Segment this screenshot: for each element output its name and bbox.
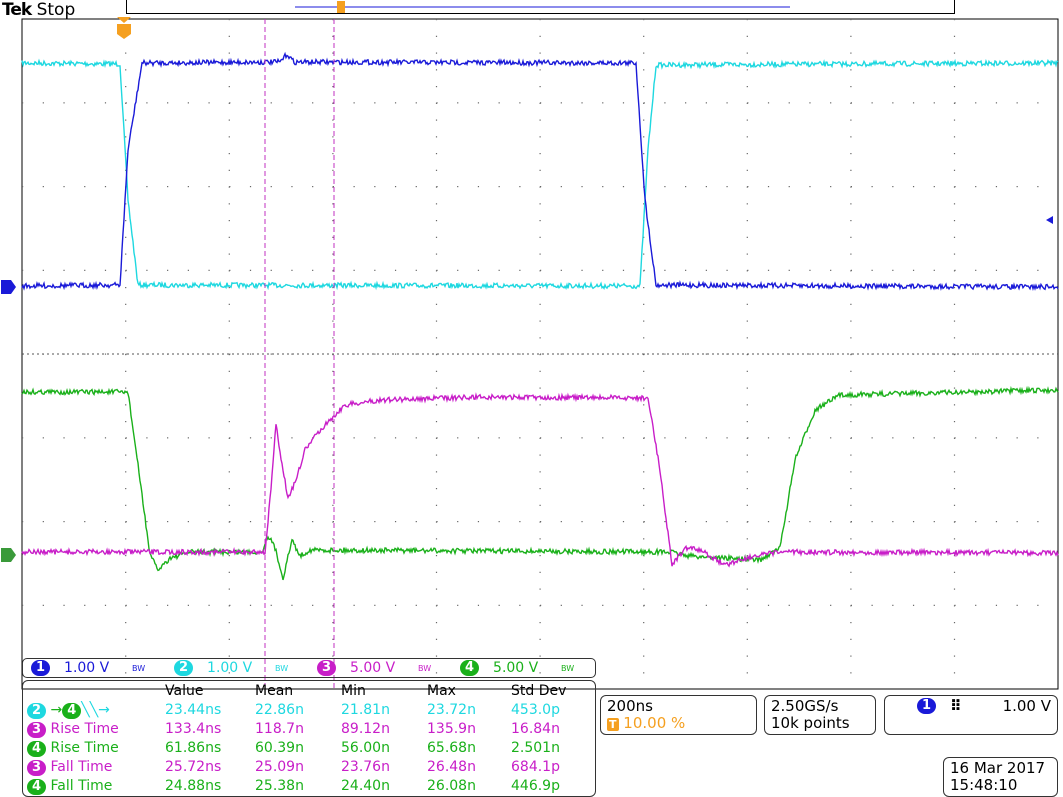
- measurement-value: 25.72ns: [165, 759, 222, 775]
- column-header: Min: [341, 683, 366, 699]
- horizontal-readout[interactable]: 200ns T 10.00 %: [600, 695, 757, 735]
- falling-to-falling-delay-icon: ╲╲→: [81, 702, 110, 718]
- measurement-row[interactable]: 3 Rise Time 133.4ns 118.7n 89.12n 135.9n 16.8…: [23, 720, 595, 739]
- datetime-readout: 16 Mar 2017 15:48:10: [943, 757, 1058, 797]
- source-badge: 4: [27, 779, 47, 795]
- channel-3-waveform: [21, 392, 1059, 568]
- channel-4-waveform: [21, 385, 1059, 581]
- measurement-value: 118.7n: [255, 721, 304, 737]
- channel-3-scale[interactable]: 3 5.00 V BW: [309, 660, 452, 676]
- volts-per-div: 5.00 V: [350, 660, 396, 676]
- acquisition-status: Stop: [36, 0, 76, 20]
- measurement-value: 23.44ns: [165, 702, 222, 718]
- measurement-value: 25.09n: [255, 759, 304, 775]
- measurement-row[interactable]: 4 Rise Time 61.86ns 60.39n 56.00n 65.68n 2.50…: [23, 739, 595, 758]
- trigger-level: 1.00 V: [1002, 697, 1051, 715]
- channel-2-waveform: [21, 58, 1059, 291]
- channel-1-scale[interactable]: 1 1.00 V BW: [23, 660, 166, 676]
- measurement-table: Value Mean Min Max Std Dev 2 → 4 ╲╲→ 23.44ns 22.8…: [22, 680, 596, 797]
- column-header: Std Dev: [511, 683, 567, 699]
- volts-per-div: 1.00 V: [64, 660, 110, 676]
- measurement-label: Rise Time: [50, 740, 119, 756]
- channel-1-ground-marker: [1, 280, 16, 294]
- channel-badge: 4: [460, 660, 480, 676]
- measurement-value: 89.12n: [341, 721, 390, 737]
- measurement-value: 16.84n: [511, 721, 560, 737]
- timebase: 200ns: [607, 697, 653, 715]
- record-view-bar[interactable]: [126, 0, 955, 14]
- measurement-value: 2.501n: [511, 740, 560, 756]
- graticule: [21, 18, 1059, 690]
- measurement-row[interactable]: 3 Fall Time 25.72ns 25.09n 23.76n 26.48n 684.…: [23, 758, 595, 777]
- date: 16 Mar 2017: [950, 759, 1046, 777]
- bandwidth-limit-icon: BW: [275, 663, 289, 673]
- record-length: 10k points: [771, 714, 850, 732]
- source-badge: 4: [62, 703, 82, 719]
- measurement-row[interactable]: 4 Fall Time 24.88ns 25.38n 24.40n 26.08n 446.…: [23, 777, 595, 796]
- measurement-value: 684.1p: [511, 759, 560, 775]
- measurement-value: 23.72n: [427, 702, 476, 718]
- measurement-value: 24.40n: [341, 778, 390, 794]
- bandwidth-limit-icon: BW: [132, 663, 146, 673]
- channel-4-scale[interactable]: 4 5.00 V BW: [452, 660, 595, 676]
- time: 15:48:10: [950, 776, 1018, 794]
- trigger-source: 1: [917, 698, 937, 714]
- channel-badge: 3: [317, 660, 337, 676]
- column-header: Mean: [255, 683, 294, 699]
- measurement-value: 22.86n: [255, 702, 304, 718]
- measurement-value: 23.76n: [341, 759, 390, 775]
- bandwidth-limit-icon: BW: [561, 663, 575, 673]
- measurement-value: 135.9n: [427, 721, 476, 737]
- source-badge: 3: [27, 722, 47, 738]
- source-badge: 2: [27, 703, 47, 719]
- channel-2-scale[interactable]: 2 1.00 V BW: [166, 660, 309, 676]
- measurement-value: 65.68n: [427, 740, 476, 756]
- channel-1-waveform: [21, 51, 1059, 291]
- source-badge: 3: [27, 760, 47, 776]
- trigger-position: 10.00 %: [623, 714, 686, 732]
- measurement-value: 25.38n: [255, 778, 304, 794]
- acquisition-readout[interactable]: 2.50GS/s 10k points: [764, 695, 876, 735]
- brand-logo: Tek: [2, 0, 32, 20]
- volts-per-div: 5.00 V: [493, 660, 539, 676]
- measurement-value: 24.88ns: [165, 778, 222, 794]
- channel-badge: 2: [174, 660, 194, 676]
- measurement-value: 61.86ns: [165, 740, 222, 756]
- measurement-value: 21.81n: [341, 702, 390, 718]
- rising-edge-icon: ⠿: [950, 697, 962, 715]
- measurement-value: 56.00n: [341, 740, 390, 756]
- channel-badge: 1: [31, 660, 51, 676]
- channel-4-ground-marker: [1, 548, 16, 562]
- measurement-label: Rise Time: [50, 721, 119, 737]
- bandwidth-limit-icon: BW: [418, 663, 432, 673]
- measurement-value: 60.39n: [255, 740, 304, 756]
- trigger-readout[interactable]: 1 ⠿ 1.00 V: [884, 695, 1058, 735]
- channel-scale-bar: 1 1.00 V BW 2 1.00 V BW 3 5.00 V BW 4 5.00 V BW: [22, 658, 596, 678]
- record-trigger-marker: [337, 1, 345, 13]
- brand-status: Tek Stop: [2, 0, 75, 20]
- measurement-value: 446.9p: [511, 778, 560, 794]
- measurement-value: 453.0p: [511, 702, 560, 718]
- measurement-label: Fall Time: [50, 778, 113, 794]
- trigger-level-marker: [1046, 216, 1053, 224]
- measurement-row[interactable]: 2 → 4 ╲╲→ 23.44ns 22.86n 21.81n 23.72n 453.0p: [23, 701, 595, 720]
- trigger-position-marker: [117, 17, 131, 39]
- measurement-value: 26.08n: [427, 778, 476, 794]
- column-header: Value: [165, 683, 204, 699]
- trigger-icon: T: [607, 718, 619, 731]
- volts-per-div: 1.00 V: [207, 660, 253, 676]
- waveform-display: [1, 1, 1059, 690]
- column-header: Max: [427, 683, 456, 699]
- source-badge: 4: [27, 741, 47, 757]
- measurement-label: Fall Time: [50, 759, 113, 775]
- sample-rate: 2.50GS/s: [771, 697, 839, 715]
- measurement-value: 26.48n: [427, 759, 476, 775]
- measurement-value: 133.4ns: [165, 721, 222, 737]
